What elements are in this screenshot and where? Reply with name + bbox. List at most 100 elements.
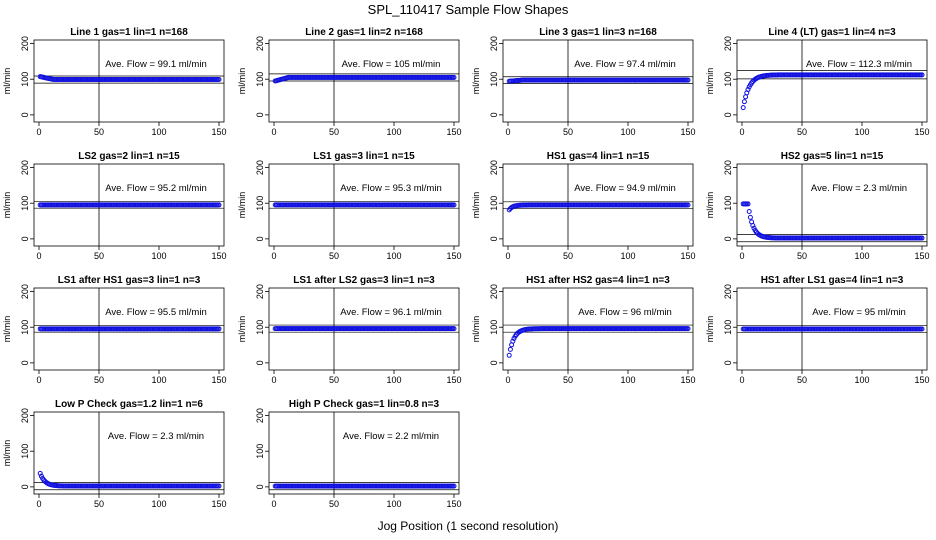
y-tick-label: 100 — [489, 196, 499, 211]
data-point — [746, 208, 752, 214]
x-tick-label: 50 — [329, 499, 339, 509]
x-tick-label: 100 — [386, 375, 401, 385]
x-tick-label: 50 — [563, 251, 573, 261]
data-point — [745, 87, 751, 93]
plot-frame — [33, 411, 225, 495]
y-tick-label: 0 — [723, 112, 733, 117]
y-tick-label: 200 — [20, 36, 30, 51]
x-tick-label: 0 — [36, 251, 41, 261]
x-tick-label: 150 — [680, 127, 695, 137]
data-points — [272, 202, 457, 208]
data-point — [216, 483, 222, 489]
plot-frame — [268, 411, 460, 495]
data-points — [37, 470, 222, 489]
x-tick-label: 150 — [211, 375, 226, 385]
y-tick-label: 0 — [255, 360, 265, 365]
data-point — [919, 326, 925, 332]
data-points — [740, 201, 925, 241]
y-axis-label: ml/min — [237, 316, 247, 343]
y-tick-label: 200 — [20, 160, 30, 175]
data-point — [685, 202, 691, 208]
data-point — [451, 74, 457, 80]
data-point — [747, 214, 753, 220]
panel-title: LS1 after HS1 gas=3 lin=1 n=3 — [58, 275, 201, 286]
x-tick-label: 150 — [446, 375, 461, 385]
y-axis-label: ml/min — [471, 192, 481, 219]
data-points — [272, 74, 457, 84]
plot-frame — [502, 163, 694, 247]
chart-panel: HS1 gas=4 lin=1 n=15 ml/min 0 50 100 150 0 100 2… — [471, 151, 696, 261]
chart-panel: Line 3 gas=1 lin=3 n=168 ml/min 0 50 100 150 0… — [471, 27, 696, 137]
x-tick-label: 150 — [211, 499, 226, 509]
x-tick-label: 150 — [914, 251, 929, 261]
x-tick-label: 50 — [563, 375, 573, 385]
y-tick-label: 0 — [20, 112, 30, 117]
data-points — [37, 202, 222, 208]
y-tick-label: 0 — [255, 484, 265, 489]
x-tick-label: 100 — [854, 251, 869, 261]
panel-title: LS1 gas=3 lin=1 n=15 — [313, 151, 415, 162]
x-tick-label: 50 — [94, 127, 104, 137]
data-points — [506, 202, 691, 213]
y-axis-label: ml/min — [237, 68, 247, 95]
panel-title: HS2 gas=5 lin=1 n=15 — [781, 151, 884, 162]
x-tick-label: 150 — [211, 127, 226, 137]
x-tick-label: 0 — [36, 127, 41, 137]
x-tick-label: 50 — [797, 127, 807, 137]
figure-title: SPL_110417 Sample Flow Shapes — [368, 2, 569, 17]
panel-title: LS2 gas=2 lin=1 n=15 — [78, 151, 180, 162]
y-tick-label: 0 — [20, 360, 30, 365]
y-tick-label: 200 — [489, 36, 499, 51]
x-tick-label: 50 — [94, 375, 104, 385]
x-tick-label: 0 — [36, 499, 41, 509]
x-tick-label: 50 — [94, 251, 104, 261]
y-axis-label: ml/min — [471, 68, 481, 95]
data-point — [506, 352, 512, 358]
y-tick-label: 100 — [255, 320, 265, 335]
data-points — [740, 72, 925, 111]
x-tick-label: 150 — [446, 127, 461, 137]
data-points — [37, 326, 222, 332]
data-point — [745, 201, 751, 207]
panel-title: High P Check gas=1 lin=0.8 n=3 — [289, 399, 440, 410]
panel-title: Line 1 gas=1 lin=1 n=168 — [70, 27, 188, 38]
y-tick-label: 200 — [255, 160, 265, 175]
x-tick-label: 50 — [94, 499, 104, 509]
x-tick-label: 100 — [151, 127, 166, 137]
x-tick-label: 100 — [151, 375, 166, 385]
data-points — [37, 74, 222, 83]
y-tick-label: 100 — [255, 444, 265, 459]
x-tick-label: 0 — [739, 375, 744, 385]
x-tick-label: 50 — [797, 375, 807, 385]
data-point — [685, 77, 691, 83]
x-tick-label: 50 — [563, 127, 573, 137]
y-tick-label: 0 — [489, 360, 499, 365]
avg-flow-annotation: Ave. Flow = 96.1 ml/min — [340, 307, 441, 318]
panel-title: Line 3 gas=1 lin=3 n=168 — [539, 27, 657, 38]
avg-flow-annotation: Ave. Flow = 95.5 ml/min — [105, 307, 206, 318]
chart-panel: HS2 gas=5 lin=1 n=15 ml/min 0 50 100 150 0 100 2… — [705, 151, 930, 261]
x-tick-label: 50 — [797, 251, 807, 261]
data-points — [506, 77, 691, 84]
x-tick-label: 0 — [271, 499, 276, 509]
avg-flow-annotation: Ave. Flow = 2.3 ml/min — [811, 183, 907, 194]
y-tick-label: 100 — [723, 320, 733, 335]
y-tick-label: 100 — [20, 444, 30, 459]
y-tick-label: 200 — [489, 160, 499, 175]
plot-frame — [268, 287, 460, 371]
plot-frame — [736, 163, 928, 247]
x-tick-label: 0 — [739, 251, 744, 261]
chart-panel: LS2 gas=2 lin=1 n=15 ml/min 0 50 100 150 0 100 2… — [2, 151, 227, 261]
y-tick-label: 100 — [20, 196, 30, 211]
plot-frame — [33, 163, 225, 247]
y-tick-label: 200 — [255, 36, 265, 51]
y-axis-label: ml/min — [2, 192, 12, 219]
chart-panel: Line 4 (LT) gas=1 lin=4 n=3 ml/min 0 50 100 1… — [705, 27, 930, 137]
y-axis-label: ml/min — [705, 68, 715, 95]
data-point — [216, 202, 222, 208]
data-point — [919, 72, 925, 78]
y-tick-label: 200 — [20, 284, 30, 299]
avg-flow-annotation: Ave. Flow = 2.3 ml/min — [108, 431, 204, 442]
y-tick-label: 100 — [723, 196, 733, 211]
